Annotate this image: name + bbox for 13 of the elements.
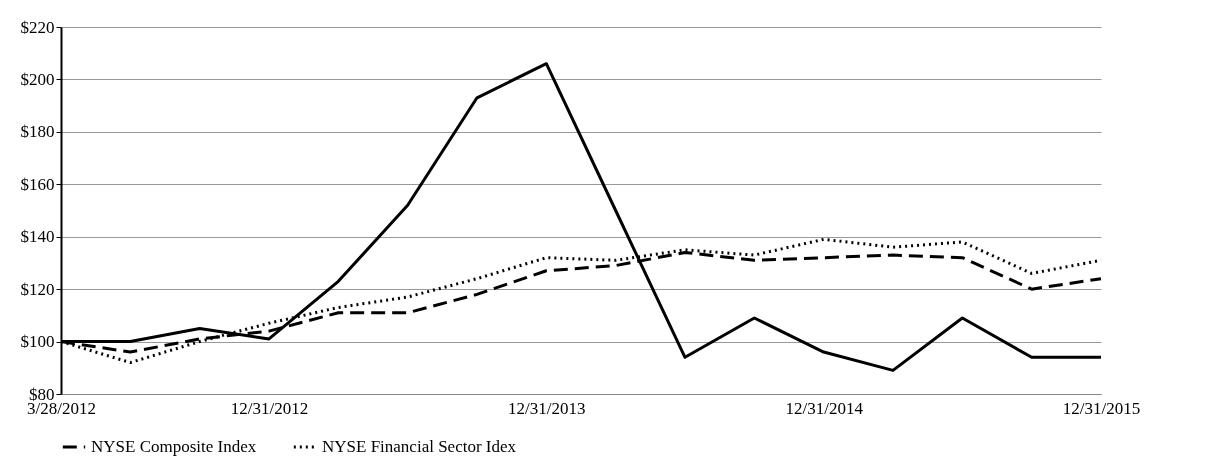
- y-tick-label: $220: [20, 17, 55, 37]
- y-tick-label: $200: [20, 69, 55, 89]
- y-tick-label: $120: [20, 279, 55, 299]
- y-tick-label: $140: [20, 227, 55, 247]
- x-tick-label: 12/31/2015: [1062, 398, 1141, 418]
- legend-label: NYSE Composite Index: [91, 437, 257, 456]
- legend-label: NYSE Financial Sector Idex: [322, 437, 517, 456]
- x-tick-label: 12/31/2012: [230, 398, 309, 418]
- x-tick-label: 12/31/2014: [785, 398, 864, 418]
- y-tick-label: $180: [20, 122, 55, 142]
- y-tick-label: $160: [20, 174, 55, 194]
- x-tick-label: 12/31/2013: [508, 398, 586, 418]
- y-tick-label: $100: [20, 332, 55, 352]
